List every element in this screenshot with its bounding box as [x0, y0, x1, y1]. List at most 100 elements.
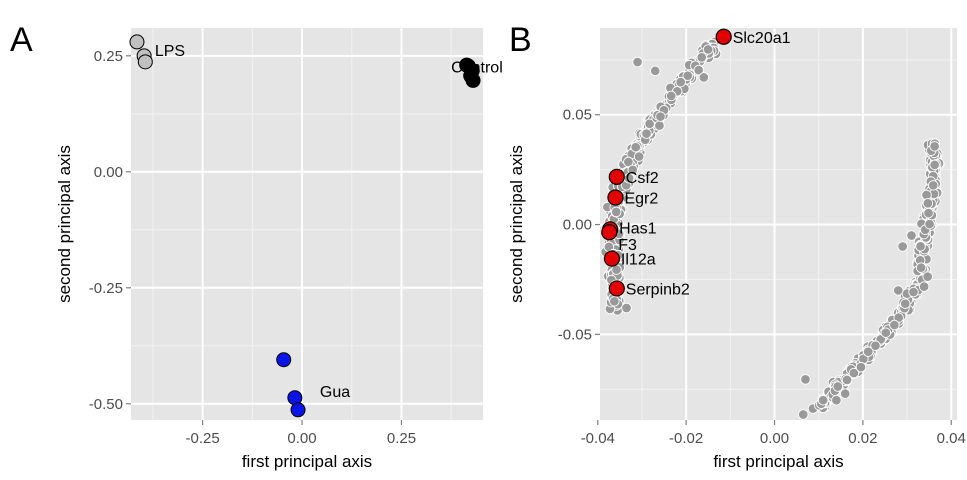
gene-point [655, 111, 666, 122]
b-y-tick-label: 0.05 [563, 107, 592, 124]
gene-point [696, 52, 707, 63]
gene-point [641, 128, 652, 139]
gene-label-il12a: Il12a [621, 252, 656, 269]
panel-b-chart: -0.04 -0.02 0.00 0.02 0.04 0.05 0.00 -0.05 Slc2… [507, 28, 966, 471]
a-y-tick-label: 0.00 [94, 164, 123, 181]
a-x-tick-label: -0.25 [185, 430, 219, 447]
gene-point [621, 302, 632, 314]
a-y-tick-label: -0.50 [89, 396, 123, 413]
gene-point [817, 394, 829, 406]
b-y-tick-label: 0.00 [563, 217, 592, 234]
gene-point [929, 159, 940, 171]
highlighted-point-egr2 [607, 189, 624, 206]
gene-point [906, 230, 917, 241]
gene-point [892, 285, 904, 296]
panel-a-gridlines [131, 28, 483, 420]
panel-letter-b: B [509, 21, 532, 59]
point-lps [137, 54, 153, 70]
panel-b-ticks: -0.04 -0.02 0.00 0.02 0.04 0.05 0.00 -0.05 [558, 107, 966, 447]
panel-a-chart: -0.25 0.00 0.25 0.25 0.00 -0.25 -0.50 LPS Contr… [55, 28, 503, 471]
panel-b-y-axis-title: second principal axis [507, 145, 526, 303]
gene-point [644, 118, 655, 129]
a-y-tick-label: -0.25 [89, 280, 123, 297]
group-label-gua: Gua [320, 384, 350, 401]
gene-point [848, 367, 860, 379]
highlighted-point-serpinb2 [608, 280, 625, 297]
gene-point [900, 298, 911, 309]
gene-point [797, 409, 809, 420]
panel-a-y-axis-title: second principal axis [55, 145, 74, 303]
gene-point [623, 156, 634, 168]
a-x-tick-label: 0.25 [387, 430, 416, 447]
gene-point [665, 90, 677, 102]
panel-a-ticks: -0.25 0.00 0.25 0.25 0.00 -0.25 -0.50 [89, 48, 416, 447]
gene-point [675, 76, 686, 88]
gene-point [908, 286, 919, 298]
gene-point [870, 340, 881, 351]
gene-point [923, 207, 934, 219]
gene-point [800, 374, 811, 385]
gene-point [915, 241, 926, 252]
gene-point [654, 120, 665, 131]
highlighted-point-csf2 [608, 168, 625, 185]
gene-point [918, 281, 930, 292]
gene-point [610, 206, 622, 218]
b-x-tick-label: -0.04 [581, 430, 615, 447]
point-gua [290, 402, 306, 418]
gene-point [702, 44, 714, 55]
gene-point [927, 180, 939, 191]
gene-point [889, 319, 900, 331]
group-label-control: Control [451, 59, 503, 76]
gene-point [897, 241, 908, 252]
highlighted-point-il12a [603, 250, 621, 267]
gene-point [922, 198, 934, 209]
b-x-tick-label: 0.00 [760, 430, 789, 447]
gene-point [630, 141, 641, 153]
panel-a-group-labels: LPS Control Gua [155, 43, 503, 401]
gene-point [649, 65, 661, 77]
gene-label-egr2: Egr2 [624, 191, 658, 208]
panel-b-gridlines [596, 28, 957, 420]
gene-point [915, 262, 927, 273]
panel-b-highlighted-points [601, 28, 732, 297]
panel-b-background-points [600, 36, 945, 420]
gene-point [609, 296, 620, 307]
b-x-tick-label: 0.04 [937, 430, 966, 447]
gene-point [682, 70, 693, 81]
gene-point [693, 64, 704, 76]
point-control [465, 72, 481, 88]
gene-point [832, 381, 844, 392]
gene-label-slc20a1: Slc20a1 [733, 30, 791, 47]
gene-point [632, 56, 643, 68]
gene-point [831, 394, 842, 406]
gene-label-f3: F3 [618, 237, 637, 254]
gene-point [922, 271, 933, 282]
b-y-tick-label: -0.05 [558, 326, 592, 343]
gene-point [880, 327, 892, 338]
gene-point [841, 374, 853, 386]
highlighted-point-f3 [601, 224, 618, 241]
gene-label-has1: Has1 [619, 220, 656, 237]
b-x-tick-label: 0.02 [848, 430, 877, 447]
gene-point [633, 151, 645, 162]
highlighted-point-slc20a1 [715, 28, 732, 45]
group-label-lps: LPS [155, 43, 185, 60]
panel-a-plot-background [131, 28, 483, 420]
point-lps [129, 34, 145, 50]
gene-point [924, 218, 935, 230]
panel-a-x-axis-title: first principal axis [242, 452, 372, 471]
gene-point [698, 72, 710, 83]
gene-point [839, 388, 851, 399]
gene-point [855, 361, 867, 373]
b-x-tick-label: -0.02 [669, 430, 703, 447]
panel-a-points [129, 34, 481, 418]
gene-point [929, 141, 940, 152]
gene-label-serpinb2: Serpinb2 [626, 281, 690, 298]
panel-letter-a: A [10, 21, 33, 59]
gene-point [862, 346, 874, 357]
a-x-tick-label: 0.00 [287, 430, 316, 447]
panel-b-x-axis-title: first principal axis [713, 452, 843, 471]
gene-label-csf2: Csf2 [626, 170, 659, 187]
